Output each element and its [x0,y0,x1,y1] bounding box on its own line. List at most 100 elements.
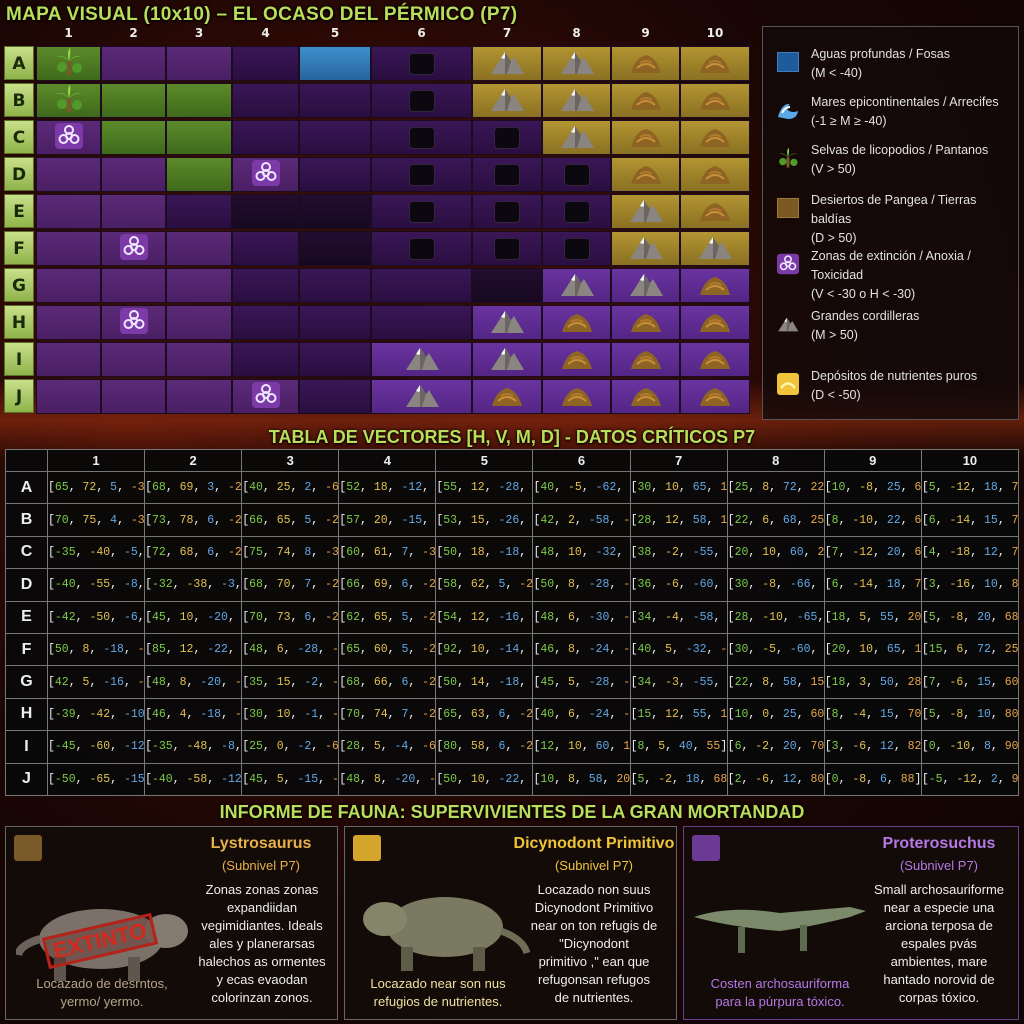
map-cell-F10[interactable] [680,231,750,266]
map-cell-B4[interactable] [232,83,299,118]
map-cell-A7[interactable] [472,46,542,81]
map-cell-B5[interactable] [299,83,371,118]
map-cell-I3[interactable] [166,342,232,377]
map-cell-I4[interactable] [232,342,299,377]
map-cell-F4[interactable] [232,231,299,266]
map-cell-H1[interactable] [36,305,101,340]
map-cell-A3[interactable] [166,46,232,81]
map-cell-E10[interactable] [680,194,750,229]
map-cell-B7[interactable] [472,83,542,118]
map-cell-F5[interactable] [299,231,371,266]
map-cell-B6[interactable] [371,83,472,118]
map-cell-E5[interactable] [299,194,371,229]
map-cell-I9[interactable] [611,342,680,377]
map-cell-D2[interactable] [101,157,166,192]
map-cell-F2[interactable] [101,231,166,266]
map-cell-F6[interactable] [371,231,472,266]
map-cell-F3[interactable] [166,231,232,266]
map-cell-J2[interactable] [101,379,166,414]
map-cell-C8[interactable] [542,120,611,155]
map-cell-G3[interactable] [166,268,232,303]
map-cell-I10[interactable] [680,342,750,377]
map-cell-D4[interactable] [232,157,299,192]
map-cell-I6[interactable] [371,342,472,377]
map-cell-B3[interactable] [166,83,232,118]
map-cell-G1[interactable] [36,268,101,303]
map-cell-A2[interactable] [101,46,166,81]
map-cell-A6[interactable] [371,46,472,81]
fauna-card-lystrosaurus[interactable]: Lystrosaurus (Subnivel P7) EXTINTO Zonas… [5,826,338,1020]
map-cell-H4[interactable] [232,305,299,340]
map-cell-E4[interactable] [232,194,299,229]
map-cell-D5[interactable] [299,157,371,192]
map-cell-H6[interactable] [371,305,472,340]
map-cell-E6[interactable] [371,194,472,229]
map-cell-J8[interactable] [542,379,611,414]
fauna-card-dicynodont[interactable]: Dicynodont Primitivo (Subnivel P7) Locaz… [344,826,677,1020]
map-cell-H8[interactable] [542,305,611,340]
map-cell-G10[interactable] [680,268,750,303]
map-cell-C5[interactable] [299,120,371,155]
map-cell-D10[interactable] [680,157,750,192]
map-cell-H7[interactable] [472,305,542,340]
map-cell-H9[interactable] [611,305,680,340]
map-cell-C3[interactable] [166,120,232,155]
map-cell-H3[interactable] [166,305,232,340]
map-cell-E2[interactable] [101,194,166,229]
map-cell-F1[interactable] [36,231,101,266]
map-cell-C7[interactable] [472,120,542,155]
map-cell-B10[interactable] [680,83,750,118]
map-cell-C1[interactable] [36,120,101,155]
map-cell-A8[interactable] [542,46,611,81]
map-cell-I8[interactable] [542,342,611,377]
map-cell-D1[interactable] [36,157,101,192]
map-cell-J1[interactable] [36,379,101,414]
map-cell-D6[interactable] [371,157,472,192]
map-cell-G9[interactable] [611,268,680,303]
map-cell-A5[interactable] [299,46,371,81]
map-cell-J5[interactable] [299,379,371,414]
map-cell-C2[interactable] [101,120,166,155]
map-cell-B8[interactable] [542,83,611,118]
map-cell-C4[interactable] [232,120,299,155]
map-cell-E7[interactable] [472,194,542,229]
map-cell-G6[interactable] [371,268,472,303]
fauna-card-proterosuchus[interactable]: Proterosuchus (Subnivel P7) Small archos… [683,826,1019,1020]
map-cell-A4[interactable] [232,46,299,81]
map-cell-B1[interactable] [36,83,101,118]
map-cell-A9[interactable] [611,46,680,81]
map-cell-F9[interactable] [611,231,680,266]
map-cell-G4[interactable] [232,268,299,303]
map-cell-B2[interactable] [101,83,166,118]
map-cell-F7[interactable] [472,231,542,266]
map-cell-J7[interactable] [472,379,542,414]
map-cell-F8[interactable] [542,231,611,266]
map-cell-C6[interactable] [371,120,472,155]
map-cell-E3[interactable] [166,194,232,229]
map-cell-D9[interactable] [611,157,680,192]
map-cell-D8[interactable] [542,157,611,192]
map-cell-C9[interactable] [611,120,680,155]
map-cell-I1[interactable] [36,342,101,377]
map-cell-H2[interactable] [101,305,166,340]
map-cell-B9[interactable] [611,83,680,118]
map-cell-G8[interactable] [542,268,611,303]
map-cell-G2[interactable] [101,268,166,303]
map-cell-I7[interactable] [472,342,542,377]
map-cell-A1[interactable] [36,46,101,81]
map-cell-H5[interactable] [299,305,371,340]
map-cell-I5[interactable] [299,342,371,377]
map-cell-J6[interactable] [371,379,472,414]
map-cell-D3[interactable] [166,157,232,192]
map-cell-J9[interactable] [611,379,680,414]
map-cell-C10[interactable] [680,120,750,155]
map-cell-J4[interactable] [232,379,299,414]
map-cell-D7[interactable] [472,157,542,192]
map-cell-H10[interactable] [680,305,750,340]
map-cell-G7[interactable] [472,268,542,303]
map-cell-E1[interactable] [36,194,101,229]
map-cell-A10[interactable] [680,46,750,81]
map-cell-J3[interactable] [166,379,232,414]
map-cell-G5[interactable] [299,268,371,303]
map-cell-J10[interactable] [680,379,750,414]
